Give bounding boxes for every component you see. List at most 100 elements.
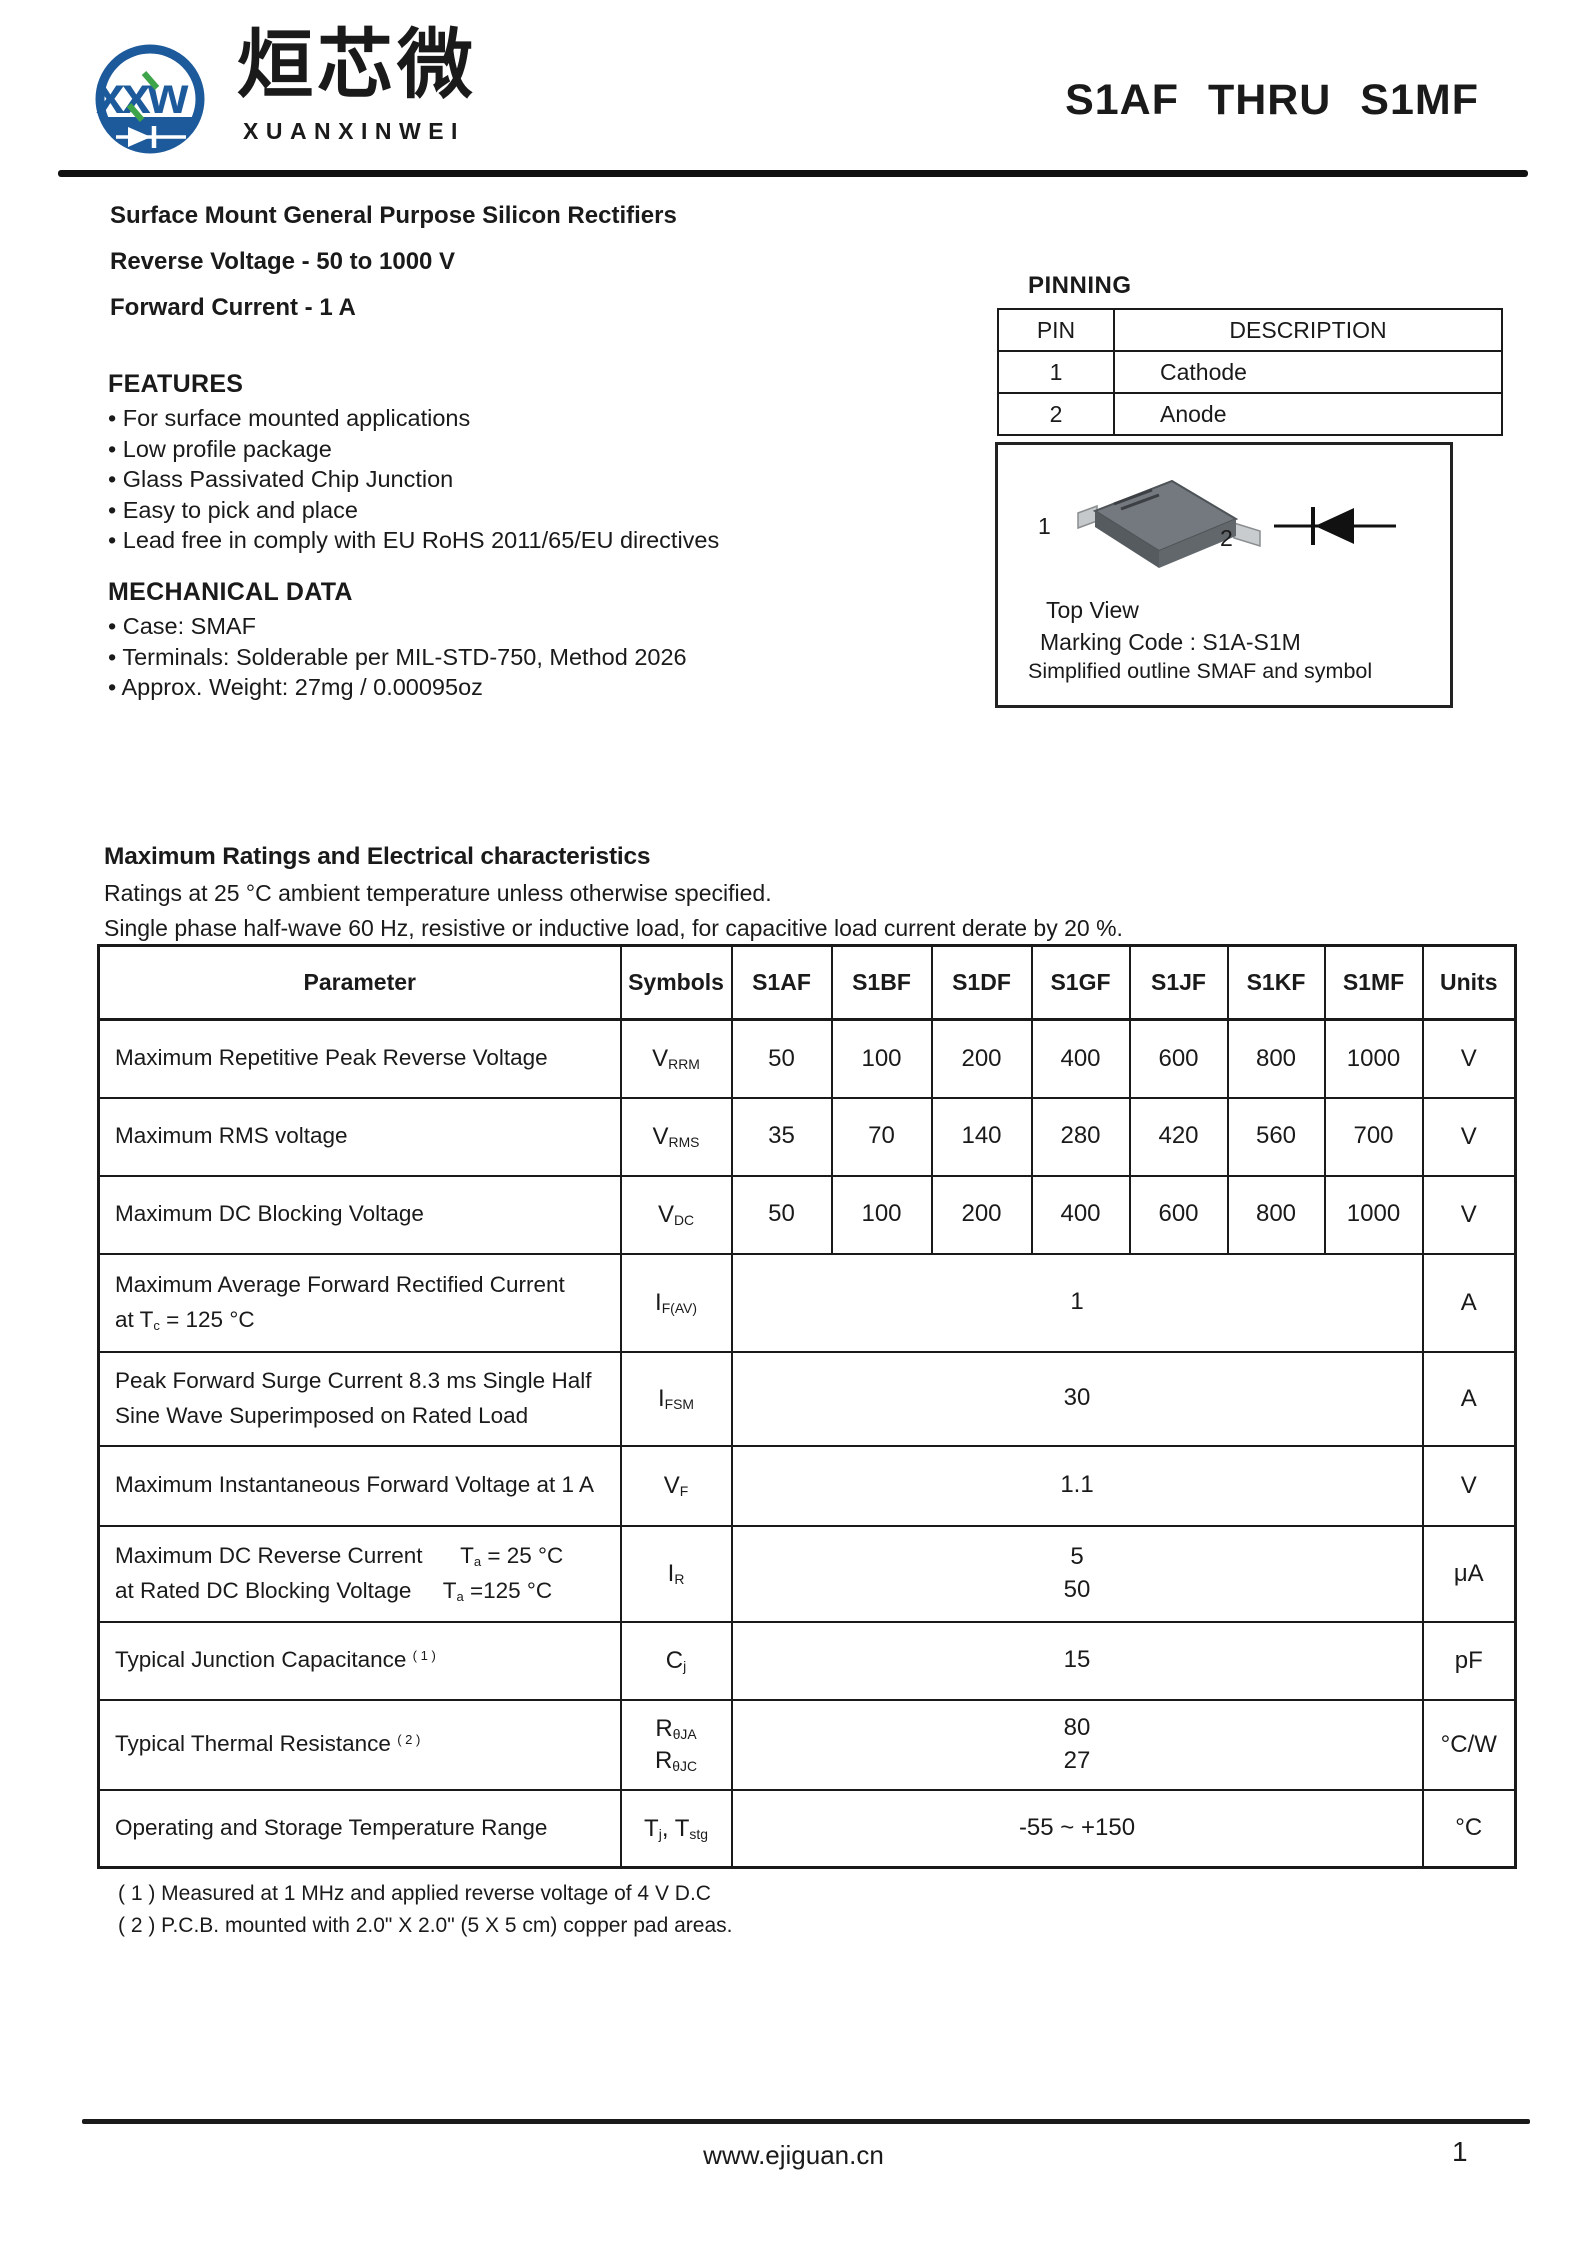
package-pin1-label: 1 xyxy=(1038,513,1051,539)
table-row: 2 Anode xyxy=(997,392,1503,436)
value-cell: 400 xyxy=(1030,1174,1131,1255)
company-name-roman: XUANXINWEI xyxy=(243,118,465,144)
column-header: S1DF xyxy=(930,944,1033,1021)
table-row: Peak Forward Surge Current 8.3 ms Single… xyxy=(97,1350,1517,1447)
pinning-table: PIN DESCRIPTION 1 Cathode 2 Anode xyxy=(997,308,1503,436)
list-item: • Low profile package xyxy=(108,435,332,462)
unit-cell: V xyxy=(1421,1018,1517,1099)
value-cell: 700 xyxy=(1323,1096,1424,1177)
features-list: • For surface mounted applications • Low… xyxy=(108,403,719,556)
symbol-cell: IF(AV) xyxy=(619,1252,733,1353)
unit-cell: °C xyxy=(1421,1788,1517,1869)
parameter-cell: Typical Thermal Resistance ( 2 ) xyxy=(97,1698,622,1791)
symbol-cell: IR xyxy=(619,1524,733,1623)
table-row: Maximum Repetitive Peak Reverse Voltage V… xyxy=(97,1018,1517,1099)
value-cell: 1 xyxy=(730,1252,1424,1353)
list-item: • For surface mounted applications xyxy=(108,405,471,431)
description-column-header: DESCRIPTION xyxy=(1113,308,1503,352)
symbol-cell: RθJA RθJC xyxy=(619,1698,733,1791)
package-caption-outline: Simplified outline SMAF and symbol xyxy=(1028,659,1373,683)
table-row: Operating and Storage Temperature Range T… xyxy=(97,1788,1517,1869)
company-name-chinese: 烜芯微 xyxy=(237,23,477,108)
column-header: Parameter xyxy=(97,944,622,1021)
list-item: • Glass Passivated Chip Junction xyxy=(108,466,454,492)
parameter-cell: Maximum Instantaneous Forward Voltage at… xyxy=(97,1444,622,1527)
column-header: Symbols xyxy=(619,944,733,1021)
footnote-1: ( 1 ) Measured at 1 MHz and applied reve… xyxy=(118,1882,711,1905)
unit-cell: A xyxy=(1421,1350,1517,1447)
parameter-cell: Maximum Repetitive Peak Reverse Voltage xyxy=(97,1018,622,1099)
list-item: • Lead free in comply with EU RoHS 2011/… xyxy=(108,527,720,553)
value-cell: 50 xyxy=(730,1018,833,1099)
unit-cell: A xyxy=(1421,1252,1517,1353)
company-logo-icon: xxw xyxy=(95,44,205,154)
ratings-note-2: Single phase half-wave 60 Hz, resistive … xyxy=(104,915,1123,941)
package-caption-marking-code: Marking Code : S1A-S1M xyxy=(1040,629,1301,655)
pinning-header-row: PIN DESCRIPTION xyxy=(997,308,1503,352)
footer-divider xyxy=(82,2119,1530,2124)
column-header: S1BF xyxy=(830,944,933,1021)
value-cell: 1000 xyxy=(1323,1174,1424,1255)
value-cell: 100 xyxy=(830,1018,933,1099)
ratings-table: Parameter Symbols S1AF S1BF S1DF S1GF S1JF S1KF… xyxy=(97,944,1517,1869)
forward-current-line: Forward Current - 1 A xyxy=(110,294,356,321)
parameter-cell: Maximum Average Forward Rectified Curren… xyxy=(97,1252,622,1353)
unit-cell: V xyxy=(1421,1444,1517,1527)
value-cell: 30 xyxy=(730,1350,1424,1447)
package-pin2-label: 2 xyxy=(1220,525,1233,551)
column-header: S1KF xyxy=(1226,944,1326,1021)
value-cell: 80 27 xyxy=(730,1698,1424,1791)
value-cell: 35 xyxy=(730,1096,833,1177)
value-cell: 70 xyxy=(830,1096,933,1177)
table-row: Maximum DC Reverse Current Ta = 25 °C at … xyxy=(97,1524,1517,1623)
list-item: • Case: SMAF xyxy=(108,613,256,639)
pin-number: 1 xyxy=(997,350,1115,394)
parameter-cell: Operating and Storage Temperature Range xyxy=(97,1788,622,1869)
value-cell: 400 xyxy=(1030,1018,1131,1099)
pin-description: Anode xyxy=(1113,392,1503,436)
product-subtitle: Surface Mount General Purpose Silicon Re… xyxy=(110,202,677,229)
table-row: 1 Cathode xyxy=(997,350,1503,394)
value-cell: 15 xyxy=(730,1620,1424,1701)
footnote-2: ( 2 ) P.C.B. mounted with 2.0" X 2.0" (5… xyxy=(118,1914,733,1937)
value-cell: 5 50 xyxy=(730,1524,1424,1623)
value-cell: 100 xyxy=(830,1174,933,1255)
unit-cell: V xyxy=(1421,1096,1517,1177)
ratings-note-1: Ratings at 25 °C ambient temperature unl… xyxy=(104,880,772,906)
column-header: S1GF xyxy=(1030,944,1131,1021)
footer-website-link[interactable]: www.ejiguan.cn xyxy=(703,2140,884,2170)
column-header: S1MF xyxy=(1323,944,1424,1021)
column-header: S1JF xyxy=(1128,944,1229,1021)
unit-cell: °C/W xyxy=(1421,1698,1517,1791)
unit-cell: V xyxy=(1421,1174,1517,1255)
table-row: Typical Thermal Resistance ( 2 ) RθJA RθJC… xyxy=(97,1698,1517,1791)
unit-cell: μA xyxy=(1421,1524,1517,1623)
symbol-cell: VF xyxy=(619,1444,733,1527)
smaf-package-drawing-icon xyxy=(1077,479,1261,568)
value-cell: 800 xyxy=(1226,1174,1326,1255)
page-title: S1AF THRU S1MF xyxy=(1065,76,1479,124)
value-cell: 420 xyxy=(1128,1096,1229,1177)
table-row: Maximum RMS voltage VRMS 35 70 140 280 420 560 7… xyxy=(97,1096,1517,1177)
table-row: Typical Junction Capacitance ( 1 ) Cj 15 pF xyxy=(97,1620,1517,1701)
symbol-cell: VRMS xyxy=(619,1096,733,1177)
package-caption-top-view: Top View xyxy=(1046,597,1139,623)
pin-column-header: PIN xyxy=(997,308,1115,352)
parameter-cell: Maximum DC Blocking Voltage xyxy=(97,1174,622,1255)
list-item: • Easy to pick and place xyxy=(108,496,358,523)
column-header: Units xyxy=(1421,944,1517,1021)
list-item: • Terminals: Solderable per MIL-STD-750,… xyxy=(108,643,687,670)
value-cell: 1000 xyxy=(1323,1018,1424,1099)
package-outline-box: 1 2 Top View Marking Code : S1A-S1M Simp… xyxy=(995,442,1453,708)
value-cell: 600 xyxy=(1128,1174,1229,1255)
table-header-row: Parameter Symbols S1AF S1BF S1DF S1GF S1JF S1KF… xyxy=(97,944,1517,1021)
value-cell: 560 xyxy=(1226,1096,1326,1177)
parameter-cell: Maximum RMS voltage xyxy=(97,1096,622,1177)
value-cell: -55 ~ +150 xyxy=(730,1788,1424,1869)
ratings-heading: Maximum Ratings and Electrical character… xyxy=(104,843,651,870)
table-row: Maximum DC Blocking Voltage VDC 50 100 200 40… xyxy=(97,1174,1517,1255)
table-row: Maximum Average Forward Rectified Curren… xyxy=(97,1252,1517,1353)
value-cell: 800 xyxy=(1226,1018,1326,1099)
page-number: 1 xyxy=(1452,2136,1468,2167)
